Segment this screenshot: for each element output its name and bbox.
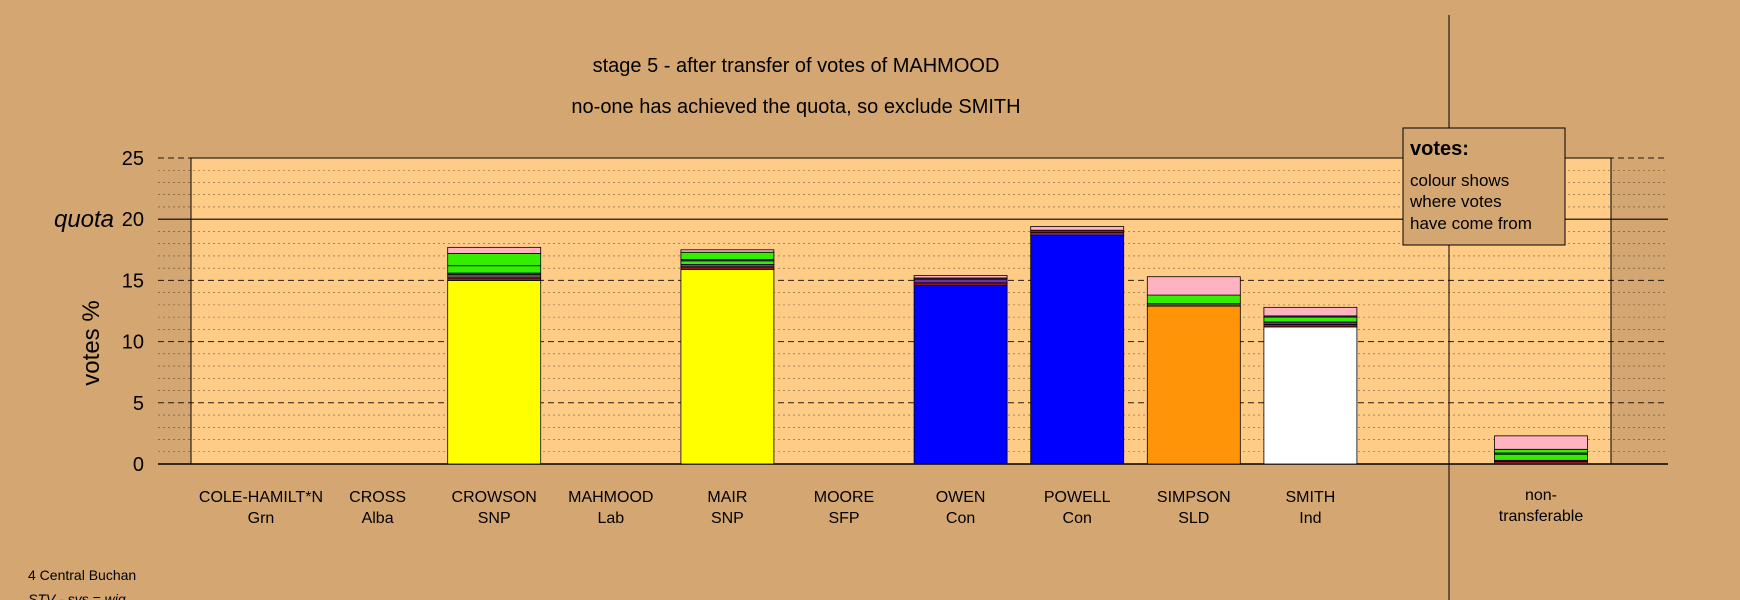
bar-smith-segment <box>1263 306 1358 317</box>
bar-smith-segment <box>1263 326 1358 465</box>
candidate-name: MAIR <box>707 489 747 506</box>
bar-crowson-segment <box>447 273 542 279</box>
footer-system: STV - sys = wig <box>28 591 126 600</box>
bar-mair-segment <box>680 249 775 253</box>
candidate-name: MAHMOOD <box>568 489 653 506</box>
candidate-party: SNP <box>711 510 744 527</box>
y-axis: 0 5 10 15 20 25 quota <box>54 148 144 476</box>
bar-crowson-segment <box>447 265 542 274</box>
candidate-name: SMITH <box>1286 489 1336 506</box>
chart-title: stage 5 - after transfer of votes of MAH… <box>593 55 1000 77</box>
bar-simpson-segment <box>1146 294 1241 305</box>
candidate-labels: COLE-HAMILT*N Grn CROSS Alba CROWSON SNP MAHMO… <box>199 487 1583 527</box>
bar-simpson-segment <box>1146 305 1241 465</box>
candidate-name: CROSS <box>349 489 406 506</box>
bar-mair-segment <box>680 251 775 260</box>
bar-powell-segment <box>1030 226 1125 231</box>
legend: votes: colour shows where votes have com… <box>1402 127 1566 246</box>
footer-ward: 4 Central Buchan <box>28 567 136 583</box>
candidate-party: Alba <box>362 510 394 527</box>
legend-line-1: colour shows <box>1410 171 1509 190</box>
legend-line-3: have come from <box>1410 214 1532 233</box>
bar-owen-segment <box>913 275 1008 279</box>
bar-nontransferable-segment <box>1494 435 1588 450</box>
gridlines <box>158 15 1668 600</box>
bar-simpson-segment <box>1146 276 1241 296</box>
y-tick-label: 10 <box>122 332 144 354</box>
candidate-name: OWEN <box>936 489 986 506</box>
candidate-name: MOORE <box>814 489 874 506</box>
candidate-party: SFP <box>828 510 859 527</box>
y-tick-label: 20 <box>122 209 144 231</box>
y-tick-label: 5 <box>133 393 144 415</box>
bars-group <box>447 226 1588 465</box>
legend-heading: votes: <box>1410 138 1469 160</box>
candidate-name: POWELL <box>1044 489 1111 506</box>
bar-powell-segment <box>1030 234 1125 465</box>
nontransferable-label: transferable <box>1499 508 1584 525</box>
candidate-party: Con <box>946 510 975 527</box>
bar-nontransferable-segment <box>1494 453 1588 461</box>
bar-owen-segment <box>913 278 1008 284</box>
chart-subtitle: no-one has achieved the quota, so exclud… <box>571 96 1020 118</box>
candidate-party: SNP <box>478 510 511 527</box>
y-axis-label: votes % <box>78 300 105 385</box>
nontransferable-label: non- <box>1525 487 1557 504</box>
bar-nontransferable-segment <box>1494 448 1588 454</box>
candidate-party: Lab <box>597 510 624 527</box>
legend-line-2: where votes <box>1409 192 1502 211</box>
plot-area <box>190 157 1612 465</box>
bar-crowson-segment <box>447 279 542 465</box>
bar-mair-segment <box>680 268 775 465</box>
y-tick-label: 15 <box>122 270 144 292</box>
candidate-party: Con <box>1063 510 1092 527</box>
y-tick-label: 25 <box>122 148 144 170</box>
candidate-name: SIMPSON <box>1157 489 1231 506</box>
quota-label: quota <box>54 206 114 233</box>
bar-smith-segment <box>1263 316 1358 323</box>
candidate-name: COLE-HAMILT*N <box>199 489 323 506</box>
candidate-name: CROWSON <box>452 489 537 506</box>
candidate-party: SLD <box>1178 510 1209 527</box>
bar-crowson-segment <box>447 253 542 267</box>
bar-owen-segment <box>913 284 1008 465</box>
bar-crowson-segment <box>447 246 542 254</box>
y-tick-label: 0 <box>133 454 144 476</box>
bar-mair-segment <box>680 260 775 265</box>
candidate-party: Grn <box>248 510 275 527</box>
candidate-party: Ind <box>1299 510 1321 527</box>
